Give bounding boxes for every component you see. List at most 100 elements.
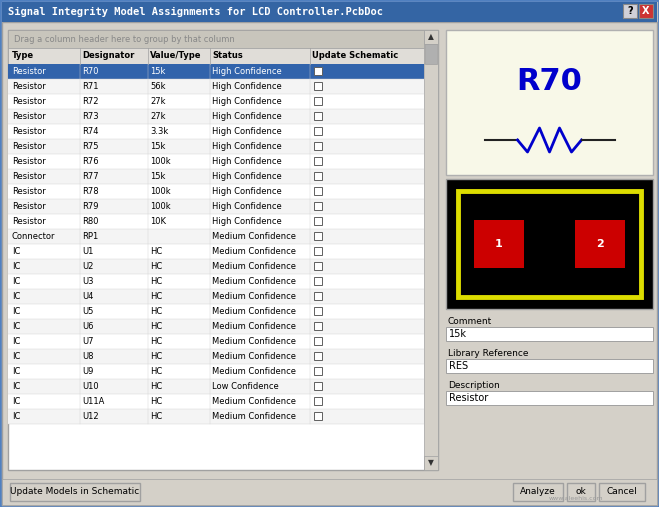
FancyBboxPatch shape [446, 359, 653, 373]
Text: U1: U1 [82, 247, 94, 256]
FancyBboxPatch shape [8, 154, 424, 169]
Text: U11A: U11A [82, 397, 104, 406]
Text: HC: HC [150, 292, 162, 301]
Text: IC: IC [12, 412, 20, 421]
FancyBboxPatch shape [10, 483, 140, 501]
FancyBboxPatch shape [8, 79, 424, 94]
FancyBboxPatch shape [8, 139, 424, 154]
Text: Medium Confidence: Medium Confidence [212, 322, 296, 331]
FancyBboxPatch shape [8, 334, 424, 349]
Text: 100k: 100k [150, 157, 171, 166]
Text: R70: R70 [517, 67, 583, 96]
Text: HC: HC [150, 307, 162, 316]
FancyBboxPatch shape [8, 30, 424, 48]
Text: R75: R75 [82, 142, 98, 151]
Text: Drag a column header here to group by that column: Drag a column header here to group by th… [14, 34, 235, 44]
FancyBboxPatch shape [314, 277, 322, 285]
Text: U9: U9 [82, 367, 94, 376]
Text: HC: HC [150, 412, 162, 421]
Text: High Confidence: High Confidence [212, 97, 282, 106]
FancyBboxPatch shape [567, 483, 595, 501]
FancyBboxPatch shape [446, 30, 653, 175]
FancyBboxPatch shape [314, 352, 322, 360]
Text: 10K: 10K [150, 217, 166, 226]
Text: Description: Description [448, 381, 500, 390]
Text: R70: R70 [82, 67, 98, 76]
FancyBboxPatch shape [8, 124, 424, 139]
Text: IC: IC [12, 337, 20, 346]
FancyBboxPatch shape [314, 367, 322, 375]
Text: 100k: 100k [150, 202, 171, 211]
Text: High Confidence: High Confidence [212, 127, 282, 136]
Text: 56k: 56k [150, 82, 165, 91]
Text: Medium Confidence: Medium Confidence [212, 277, 296, 286]
Text: IC: IC [12, 307, 20, 316]
Text: U4: U4 [82, 292, 94, 301]
FancyBboxPatch shape [8, 409, 424, 424]
Text: ?: ? [627, 6, 633, 16]
Text: R72: R72 [82, 97, 98, 106]
Text: High Confidence: High Confidence [212, 172, 282, 181]
Text: U8: U8 [82, 352, 94, 361]
Text: R78: R78 [82, 187, 99, 196]
Text: 100k: 100k [150, 187, 171, 196]
FancyBboxPatch shape [599, 483, 645, 501]
Text: R73: R73 [82, 112, 99, 121]
Text: Analyze: Analyze [520, 488, 556, 496]
Text: Resistor: Resistor [12, 97, 45, 106]
FancyBboxPatch shape [8, 244, 424, 259]
Text: IC: IC [12, 262, 20, 271]
Text: IC: IC [12, 292, 20, 301]
FancyBboxPatch shape [314, 202, 322, 210]
FancyBboxPatch shape [424, 30, 438, 44]
Text: U7: U7 [82, 337, 94, 346]
Text: HC: HC [150, 277, 162, 286]
Text: Update Schematic: Update Schematic [312, 52, 398, 60]
Text: IC: IC [12, 277, 20, 286]
FancyBboxPatch shape [8, 319, 424, 334]
FancyBboxPatch shape [8, 364, 424, 379]
FancyBboxPatch shape [446, 391, 653, 405]
FancyBboxPatch shape [8, 394, 424, 409]
Text: HC: HC [150, 367, 162, 376]
Text: IC: IC [12, 322, 20, 331]
FancyBboxPatch shape [8, 30, 438, 470]
Text: Resistor: Resistor [12, 127, 45, 136]
Text: Medium Confidence: Medium Confidence [212, 232, 296, 241]
Text: High Confidence: High Confidence [212, 157, 282, 166]
Text: Status: Status [212, 52, 243, 60]
FancyBboxPatch shape [314, 247, 322, 255]
FancyBboxPatch shape [2, 479, 657, 505]
Text: Resistor: Resistor [12, 187, 45, 196]
Text: ▲: ▲ [428, 32, 434, 42]
Text: Medium Confidence: Medium Confidence [212, 412, 296, 421]
FancyBboxPatch shape [314, 142, 322, 150]
Text: R76: R76 [82, 157, 99, 166]
Text: Resistor: Resistor [12, 67, 45, 76]
Text: Medium Confidence: Medium Confidence [212, 397, 296, 406]
Text: 2: 2 [596, 239, 604, 249]
FancyBboxPatch shape [2, 2, 657, 22]
FancyBboxPatch shape [8, 184, 424, 199]
Text: U5: U5 [82, 307, 94, 316]
Text: High Confidence: High Confidence [212, 187, 282, 196]
FancyBboxPatch shape [314, 232, 322, 240]
Text: IC: IC [12, 247, 20, 256]
FancyBboxPatch shape [314, 397, 322, 405]
Text: HC: HC [150, 322, 162, 331]
Text: Resistor: Resistor [449, 393, 488, 403]
Text: HC: HC [150, 337, 162, 346]
FancyBboxPatch shape [8, 94, 424, 109]
Text: Signal Integrity Model Assignments for LCD Controller.PcbDoc: Signal Integrity Model Assignments for L… [8, 7, 383, 17]
FancyBboxPatch shape [314, 322, 322, 330]
Text: Value/Type: Value/Type [150, 52, 202, 60]
Text: Resistor: Resistor [12, 82, 45, 91]
Text: High Confidence: High Confidence [212, 82, 282, 91]
Text: 1: 1 [495, 239, 503, 249]
Text: Medium Confidence: Medium Confidence [212, 247, 296, 256]
Text: 15k: 15k [150, 142, 165, 151]
FancyBboxPatch shape [314, 172, 322, 180]
FancyBboxPatch shape [446, 179, 653, 309]
FancyBboxPatch shape [623, 4, 637, 18]
Text: High Confidence: High Confidence [212, 202, 282, 211]
